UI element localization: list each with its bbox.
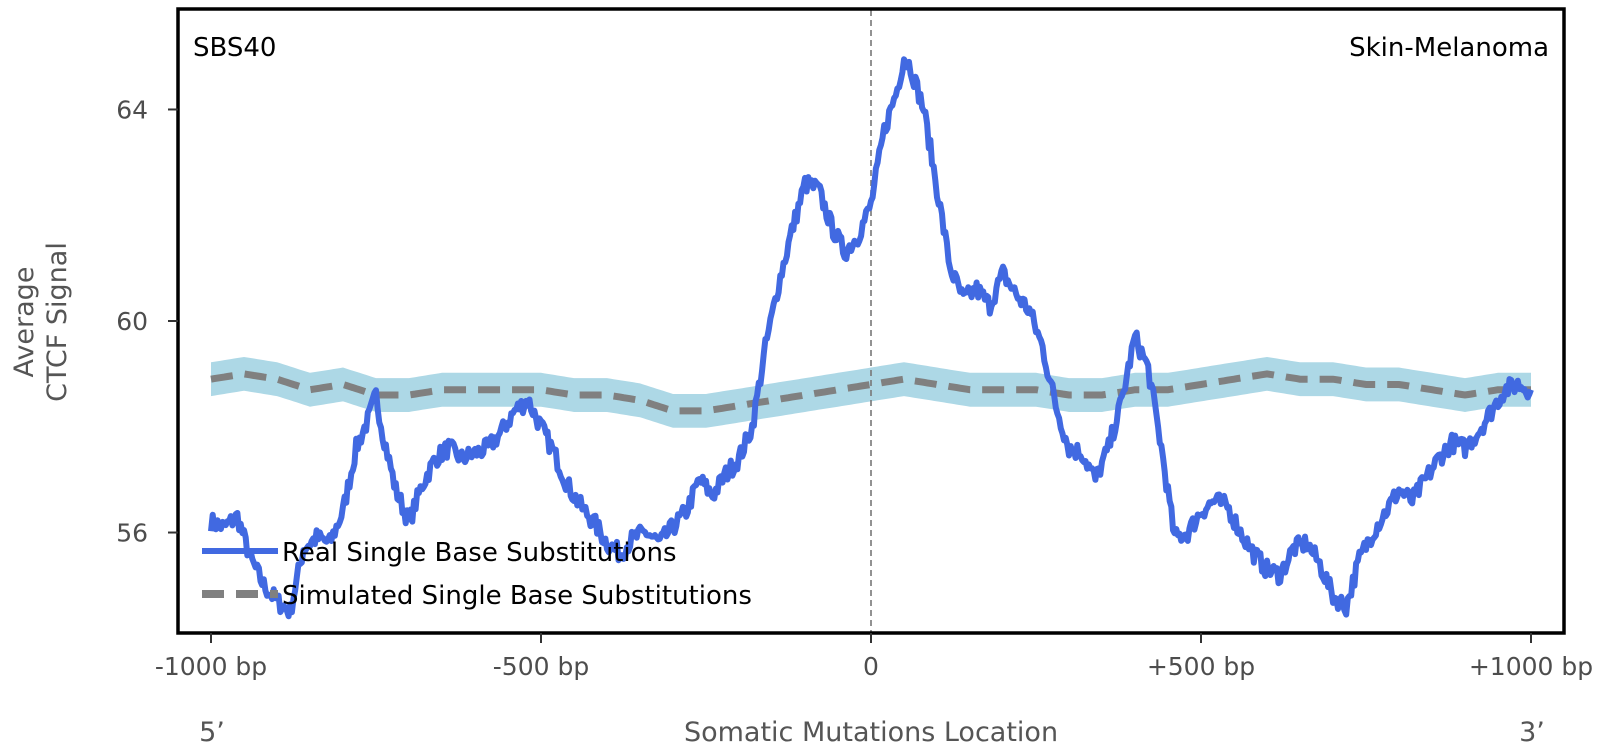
x-tick-label: +1000 bp xyxy=(1469,652,1593,681)
x-axis-label: Somatic Mutations Location xyxy=(684,717,1058,748)
legend-real-label: Real Single Base Substitutions xyxy=(282,538,677,568)
y-axis-label-line2: CTCF Signal xyxy=(42,242,73,402)
real-series-line xyxy=(208,56,1534,620)
signature-label: SBS40 xyxy=(193,33,276,63)
y-axis-ticks: 56 60 64 xyxy=(116,95,178,548)
real-series-layer xyxy=(208,56,1534,620)
y-axis-label-line1: Average xyxy=(9,267,40,378)
legend: Real Single Base Substitutions Simulated… xyxy=(202,538,752,611)
y-tick-label: 56 xyxy=(116,519,148,548)
x-tick-label: -1000 bp xyxy=(155,652,267,681)
y-tick-label: 64 xyxy=(116,95,148,124)
three-prime-label: 3’ xyxy=(1519,717,1545,748)
simulated-series-layer xyxy=(210,370,1531,415)
simulated-series-line xyxy=(210,370,1531,415)
cancer-type-label: Skin-Melanoma xyxy=(1349,33,1549,63)
x-axis-ticks: -1000 bp -500 bp 0 +500 bp +1000 bp xyxy=(155,633,1593,681)
x-tick-label: -500 bp xyxy=(493,652,589,681)
y-axis-label: Average CTCF Signal xyxy=(9,242,73,402)
y-tick-label: 60 xyxy=(116,307,148,336)
x-tick-label: +500 bp xyxy=(1147,652,1255,681)
x-tick-label: 0 xyxy=(863,652,879,681)
five-prime-label: 5’ xyxy=(199,717,225,748)
legend-simulated-label: Simulated Single Base Substitutions xyxy=(282,581,752,611)
